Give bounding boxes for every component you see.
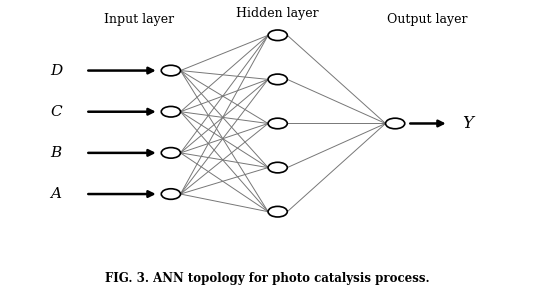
Circle shape <box>161 148 180 158</box>
Text: Y: Y <box>462 115 473 132</box>
Text: D: D <box>50 64 62 78</box>
Circle shape <box>268 118 287 129</box>
Circle shape <box>161 189 180 199</box>
Text: Hidden layer: Hidden layer <box>237 7 319 20</box>
Text: FIG. 3. ANN topology for photo catalysis process.: FIG. 3. ANN topology for photo catalysis… <box>105 272 429 285</box>
Text: A: A <box>51 187 61 201</box>
Text: B: B <box>50 146 62 160</box>
Circle shape <box>268 30 287 41</box>
Circle shape <box>161 65 180 76</box>
Circle shape <box>268 74 287 85</box>
Circle shape <box>386 118 405 129</box>
Text: Output layer: Output layer <box>387 13 467 26</box>
Text: Input layer: Input layer <box>104 13 174 26</box>
Circle shape <box>161 106 180 117</box>
Circle shape <box>268 206 287 217</box>
Circle shape <box>268 162 287 173</box>
Text: C: C <box>50 105 62 119</box>
